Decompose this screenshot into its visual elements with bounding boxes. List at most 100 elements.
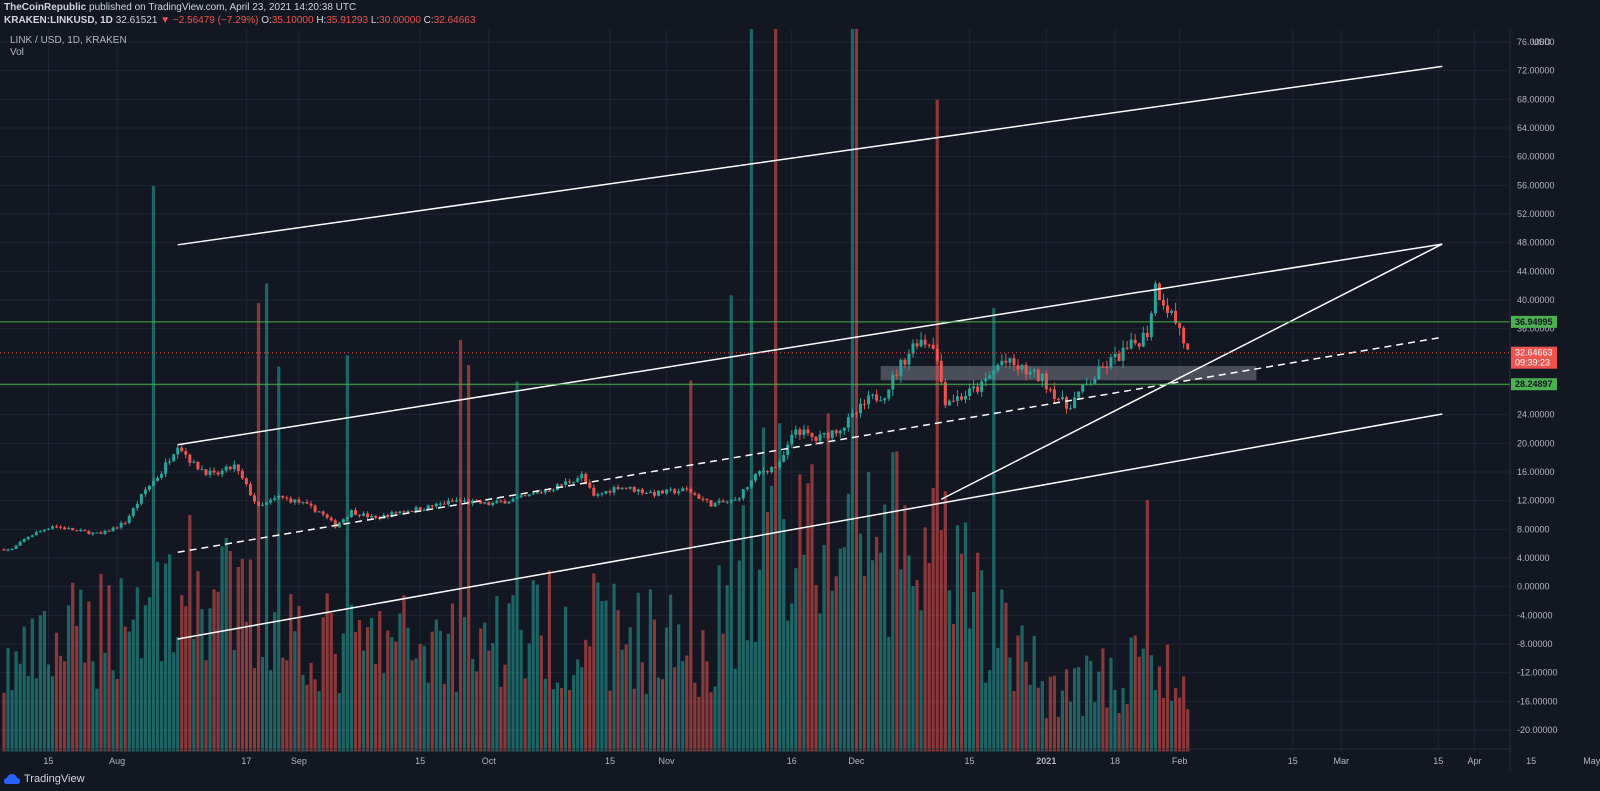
volume-bar <box>592 573 596 752</box>
volume-bar <box>1004 602 1008 752</box>
candle-body <box>511 498 515 502</box>
candle-body <box>741 489 745 499</box>
volume-bar <box>402 595 406 752</box>
time-tick-label: 15 <box>1288 756 1298 766</box>
volume-bar <box>487 650 491 752</box>
price-tick-label: -20.00000 <box>1517 725 1558 735</box>
volume-bar <box>826 413 830 752</box>
volume-bar <box>305 684 309 752</box>
candle-body <box>749 480 753 488</box>
close-value: 32.64663 <box>433 15 476 26</box>
horizontal-levels[interactable] <box>0 321 1510 385</box>
candle-body <box>778 461 782 468</box>
volume-bar <box>127 631 131 752</box>
candle-body <box>1170 310 1174 313</box>
volume-bar <box>1113 689 1117 752</box>
volume-bar <box>204 660 208 752</box>
volume-bar <box>236 567 240 752</box>
volume-bar <box>677 624 681 752</box>
volume-bar <box>976 552 980 752</box>
volume-bar <box>838 548 842 752</box>
candle-body <box>176 447 180 455</box>
candle-body <box>79 529 83 531</box>
footer: TradingView <box>0 771 1600 791</box>
trend-lines[interactable] <box>177 65 1443 640</box>
volume-bar <box>705 661 709 752</box>
candle-body <box>410 511 414 513</box>
volume-bar <box>1153 689 1157 752</box>
volume-bar <box>1068 701 1073 752</box>
volume-bar <box>749 29 753 752</box>
time-tick-label: 17 <box>241 756 251 766</box>
candle-body <box>830 430 834 439</box>
candle-body <box>907 353 911 365</box>
volume-bar <box>907 555 911 752</box>
time-tick-label: 15 <box>43 756 53 766</box>
candle-body <box>681 488 685 492</box>
volume-bar <box>18 663 22 752</box>
volume-bar <box>1048 676 1052 752</box>
volume-bar <box>1064 669 1069 752</box>
tradingview-logo[interactable]: TradingView <box>4 773 85 785</box>
candle-body <box>1040 373 1044 382</box>
candle-body <box>75 530 79 532</box>
candle-body <box>499 500 503 502</box>
ohlc-line: KRAKEN:LINKUSD, 1D 32.61521 ▼ −2.56479 (… <box>4 15 475 26</box>
candle-body <box>333 520 337 528</box>
volume-bar <box>729 295 733 752</box>
volume-bar <box>285 660 289 752</box>
volume-bar <box>774 29 778 752</box>
volume-bar <box>483 622 487 752</box>
volume-bar <box>1117 713 1121 752</box>
candle-body <box>406 511 410 513</box>
volume-bar <box>370 617 374 752</box>
volume-bar <box>959 553 964 752</box>
candle-body <box>535 492 539 494</box>
volume-bar <box>378 611 382 752</box>
volume-bar <box>390 637 394 752</box>
volume-bar <box>818 613 822 752</box>
volume-bar <box>143 605 147 752</box>
candle-body <box>1077 391 1081 398</box>
volume-bar <box>652 619 657 752</box>
volume-bar <box>511 595 515 752</box>
candle-body <box>139 494 143 504</box>
candle-body <box>656 490 660 496</box>
candle-body <box>30 535 34 537</box>
volume-bar <box>1125 704 1129 752</box>
publisher-name[interactable]: TheCoinRepublic <box>4 2 87 13</box>
time-tick-label: 15 <box>1433 756 1443 766</box>
volume-bar <box>701 630 705 752</box>
volume-bar <box>725 585 729 752</box>
volume-bar <box>685 655 689 752</box>
price-chart[interactable]: 76.00000 72.00000 68.00000 64.00000 60.00000… <box>0 29 1600 771</box>
low-label: L: <box>370 15 380 26</box>
volume-bar <box>580 667 584 752</box>
volume-bar <box>446 633 450 752</box>
volume-bar <box>673 667 677 752</box>
candle-body <box>1133 339 1137 344</box>
volume-bar <box>798 474 802 752</box>
volume-bar <box>939 530 943 752</box>
volume-bar <box>434 619 438 752</box>
candle-body <box>802 429 806 435</box>
candle-body <box>931 344 935 349</box>
candle-body <box>483 502 487 504</box>
candle-body <box>450 500 454 502</box>
volume-bar <box>462 617 467 752</box>
candle-body <box>257 501 261 506</box>
candle-body <box>337 522 341 528</box>
candle-body <box>661 490 665 494</box>
time-axis[interactable]: 15 Aug 17 Sep 15 Oct 15 Nov 16 Dec 15 2021 18 Feb 15 Ma… <box>43 756 1600 766</box>
candle-body <box>519 495 523 498</box>
volume-bar <box>357 619 362 752</box>
volume-bar <box>83 662 87 752</box>
volume-bar <box>547 570 551 752</box>
candle-body <box>951 400 955 402</box>
candle-body <box>1016 365 1020 370</box>
candle-body <box>454 500 458 502</box>
volume-bar <box>1085 655 1089 752</box>
volume-bar <box>1073 668 1077 752</box>
volume-bar <box>648 589 652 752</box>
candle-body <box>576 478 580 482</box>
